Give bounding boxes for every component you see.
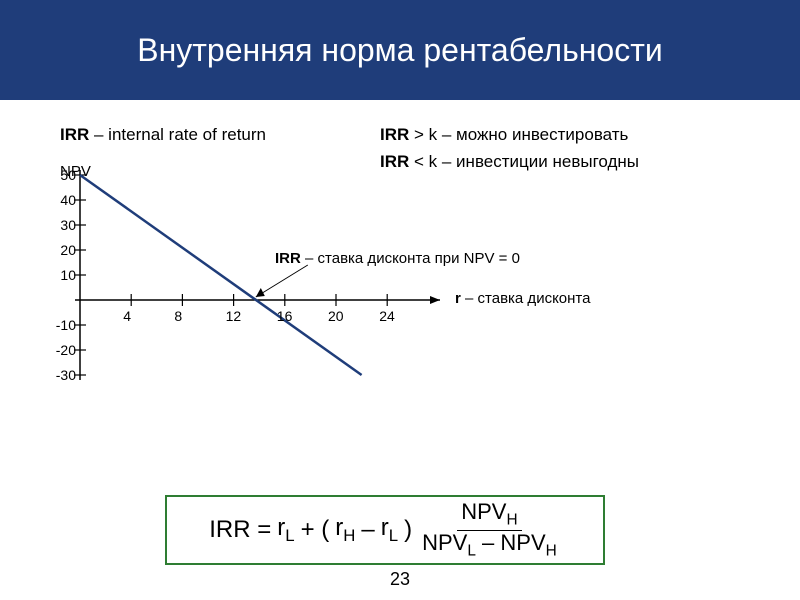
x-tick-label: 16 xyxy=(277,308,293,324)
y-tick-label: 40 xyxy=(50,192,76,208)
rule1-text: > k – можно инвестировать xyxy=(409,125,628,144)
x-axis-label: r – ставка дисконта xyxy=(455,290,590,307)
formula-plus: + ( xyxy=(301,516,330,544)
y-tick-label: 20 xyxy=(50,242,76,258)
y-tick-label: 30 xyxy=(50,217,76,233)
title-bar: Внутренняя норма рентабельности xyxy=(0,0,800,100)
formula-close: ) xyxy=(404,516,412,544)
irr-anno-label: IRR xyxy=(275,250,301,267)
x-axis-label-suffix: – ставка дисконта xyxy=(461,290,591,307)
formula-rL: rL xyxy=(277,514,294,546)
frac-denominator: NPVL – NPVH xyxy=(418,531,561,560)
irr-formula: IRR = rL + (rH – rL ) NPVH NPVL – NPVH xyxy=(209,500,561,560)
slide-title: Внутренняя норма рентабельности xyxy=(137,32,663,69)
irr-def-text: – internal rate of return xyxy=(89,125,266,144)
y-tick-label: -20 xyxy=(50,342,76,358)
y-tick-label: -10 xyxy=(50,317,76,333)
irr-definition: IRR – internal rate of return xyxy=(60,125,266,145)
y-tick-label: -30 xyxy=(50,367,76,383)
formula-fraction: NPVH NPVL – NPVH xyxy=(418,500,561,560)
npv-chart xyxy=(50,160,470,380)
x-tick-label: 8 xyxy=(174,308,182,324)
formula-box: IRR = rL + (rH – rL ) NPVH NPVL – NPVH xyxy=(165,495,605,565)
irr-annotation: IRR – ставка дисконта при NPV = 0 xyxy=(275,250,520,267)
formula-minus: – xyxy=(361,516,374,544)
y-tick-label: 50 xyxy=(50,167,76,183)
x-tick-label: 24 xyxy=(379,308,395,324)
formula-rH: rH xyxy=(335,514,355,546)
irr-anno-text: – ставка дисконта при NPV = 0 xyxy=(301,250,520,267)
rule1-label: IRR xyxy=(380,125,409,144)
irr-rule-invest: IRR > k – можно инвестировать xyxy=(380,125,628,145)
slide-number: 23 xyxy=(390,569,410,590)
irr-def-label: IRR xyxy=(60,125,89,144)
content-area: IRR – internal rate of return IRR > k – … xyxy=(0,100,800,600)
formula-rL2: rL xyxy=(381,514,398,546)
y-tick-label: 10 xyxy=(50,267,76,283)
x-tick-label: 4 xyxy=(123,308,131,324)
formula-lhs: IRR = xyxy=(209,516,271,544)
x-tick-label: 12 xyxy=(226,308,242,324)
frac-numerator: NPVH xyxy=(457,500,521,530)
x-tick-label: 20 xyxy=(328,308,344,324)
